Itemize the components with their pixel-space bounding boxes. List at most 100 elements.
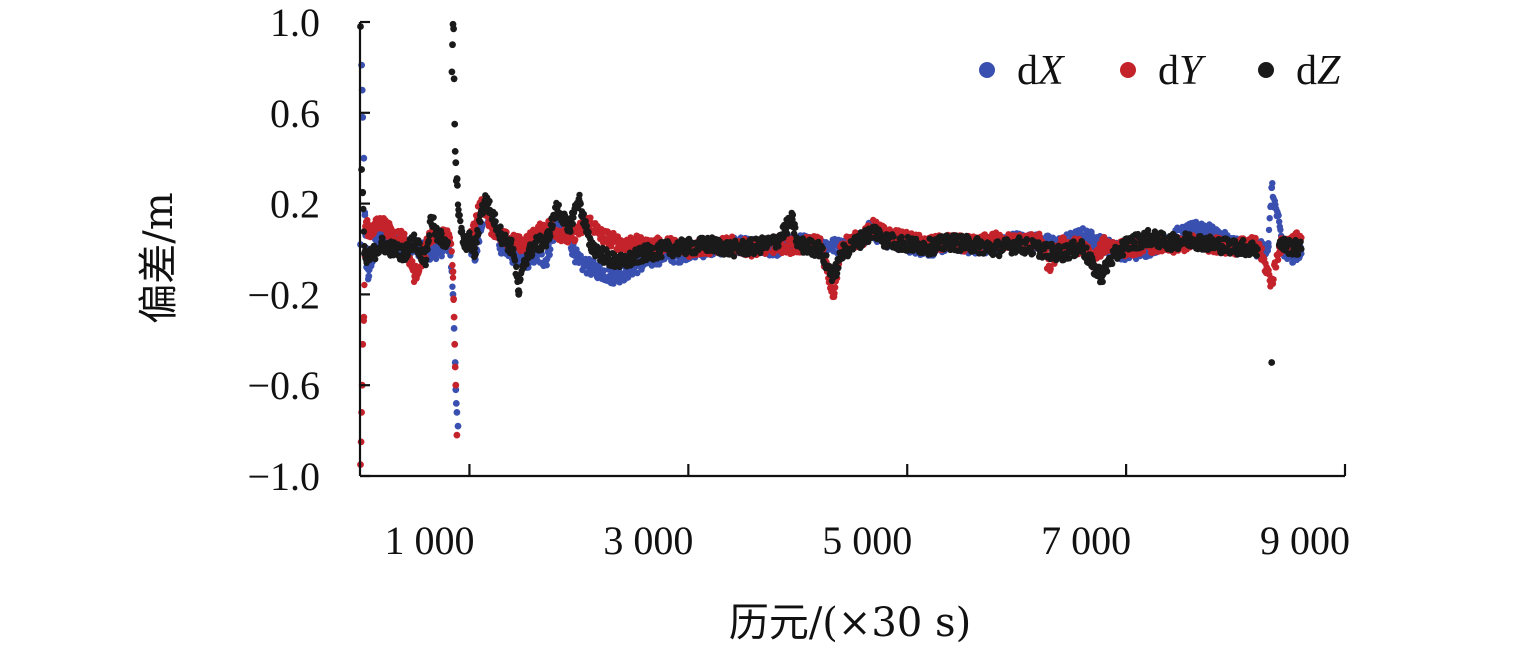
data-point-dZ [378,241,386,248]
data-point-dY [1046,263,1053,271]
data-point-dX [597,268,605,276]
band-point-dZ [424,246,431,253]
x-tick-label: 7 000 [1041,518,1131,563]
band-point-dX [432,255,440,263]
band-point-dX [1275,212,1282,219]
band-point-dZ [513,263,520,270]
data-point-dZ [925,243,933,251]
data-point-dZ [838,250,845,257]
data-point-dZ [575,195,583,203]
data-point-dZ [871,227,878,235]
band-point-dZ [792,224,799,231]
band-point-dZ [1131,239,1139,246]
band-point-dZ [570,214,577,221]
data-point-dZ [466,236,473,244]
data-point-dZ [455,211,462,219]
data-point-dX [619,270,627,278]
data-point-dX [575,259,583,266]
data-point-dZ [1013,241,1021,248]
band-point-dY [449,261,456,269]
data-point-dZ [389,245,397,253]
y-tick-label: −0.6 [247,363,320,408]
data-point-dY [389,232,397,239]
band-point-dZ [835,264,842,271]
band-point-dZ [1029,250,1037,257]
data-point-dZ [411,236,419,244]
data-point-dZ [641,250,648,257]
band-point-dZ [582,218,589,225]
band-point-dZ [508,236,515,243]
axes-layer: 1.00.60.2−0.2−0.6−1.01 000 3 000 5 000 7 00… [247,0,1350,563]
data-point-dZ [542,238,550,246]
data-point-dZ [520,257,528,264]
band-point-dY [1028,231,1035,238]
data-point-dZ [991,245,999,253]
legend-item-dZ: dZ [1258,48,1341,94]
data-point-dZ [448,68,456,76]
data-point-dZ [947,238,955,246]
band-point-dZ [1119,252,1127,259]
data-point-dY [619,241,627,248]
band-point-dZ [890,233,897,240]
band-point-dZ [517,276,524,283]
data-point-dX [453,409,461,416]
band-point-dZ [1253,252,1261,259]
data-point-dY [411,272,419,280]
data-point-dY [449,268,457,276]
band-point-dZ [547,233,554,240]
band-point-dZ [466,229,473,236]
data-point-dZ [619,259,627,266]
band-point-dZ [1144,226,1152,234]
data-point-dZ [363,257,370,264]
band-point-dZ [454,201,462,208]
band-point-dX [1277,226,1284,233]
data-point-dZ [427,213,435,221]
band-point-dX [439,248,446,256]
data-point-dZ [1122,241,1130,248]
band-point-dZ [477,218,484,226]
data-point-dX [608,272,616,280]
data-point-dZ [422,257,430,264]
data-point-dZ [788,216,796,223]
data-point-dZ [471,250,479,257]
legend-item-dX: dX [979,48,1066,94]
x-tick-label: 5 000 [822,518,912,563]
data-point-dZ [400,250,408,257]
band-point-dY [361,281,368,289]
data-point-dZ [553,204,561,212]
data-point-dZ [498,234,506,242]
data-point-dY [1268,279,1276,287]
data-point-dY [564,234,572,242]
band-point-dZ [360,228,367,235]
data-point-dZ [830,272,838,280]
band-point-dZ [455,206,462,213]
band-point-dZ [1161,234,1168,242]
data-point-dZ [1297,245,1305,253]
band-point-dZ [823,252,830,259]
band-point-dZ [422,261,429,269]
data-point-dZ [816,245,824,253]
data-point-dY [452,381,460,389]
data-point-dZ [684,243,692,251]
band-point-dY [1272,264,1280,271]
band-point-dZ [747,236,755,243]
data-point-dY [451,340,459,348]
data-point-dZ [1166,238,1174,246]
data-point-dY [608,236,616,244]
x-tick-label: 1 000 [384,518,474,563]
data-point-dY [360,313,368,321]
data-point-dX [361,211,369,219]
data-point-dZ [1035,245,1042,253]
data-point-dX [498,245,506,253]
legend-label: dX [1017,48,1066,94]
data-point-dY [450,295,457,303]
band-point-dZ [1066,255,1073,262]
data-point-dZ [450,25,457,33]
data-point-dY [367,227,375,235]
data-point-dX [1199,222,1207,230]
band-point-dX [546,251,553,258]
data-point-dZ [559,211,566,219]
data-point-dX [1268,184,1276,192]
data-point-dX [365,272,373,280]
